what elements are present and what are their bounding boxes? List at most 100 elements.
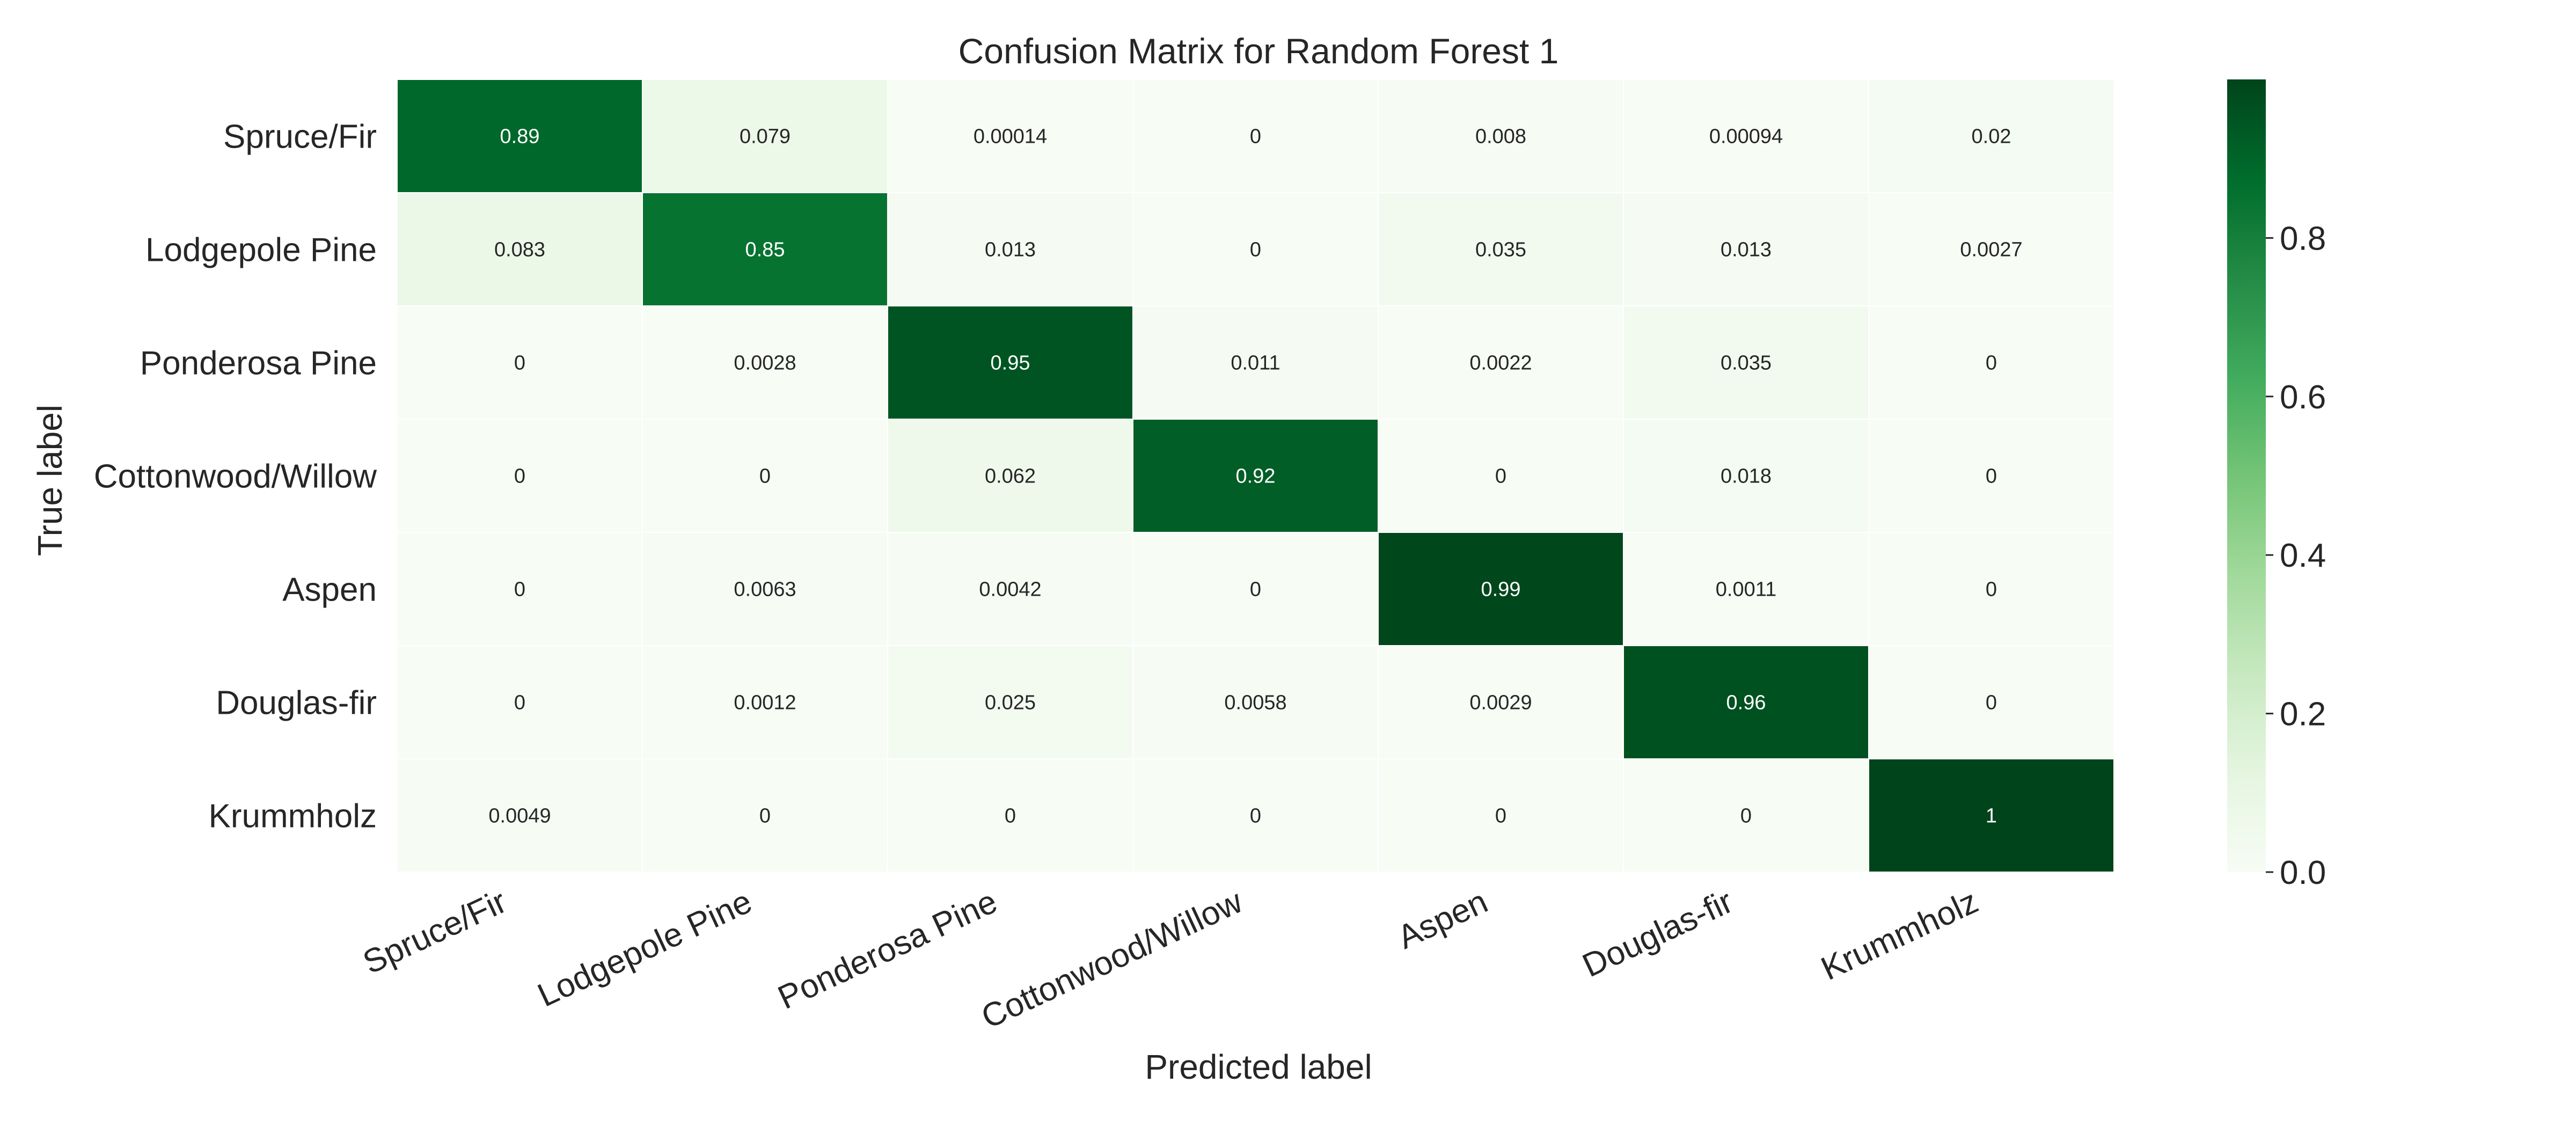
row-tick-label: Aspen bbox=[282, 572, 377, 609]
row-tick-labels: Spruce/Fir Lodgepole Pine Ponderosa Pine Co… bbox=[94, 119, 377, 835]
heatmap-cell bbox=[1132, 645, 1379, 759]
heatmap-cell bbox=[1623, 758, 1869, 873]
cell-value-label: 0.025 bbox=[985, 692, 1036, 714]
cell-value-label: 0 bbox=[1740, 805, 1752, 828]
row-tick-label: Krummholz bbox=[208, 798, 377, 835]
row-tick-label: Spruce/Fir bbox=[223, 119, 377, 156]
cell-value-label: 0 bbox=[514, 465, 525, 488]
heatmap-cell bbox=[1378, 192, 1624, 306]
cell-value-label: 0.062 bbox=[985, 465, 1036, 488]
cell-value-label: 0.95 bbox=[991, 352, 1030, 375]
row-tick-label: Ponderosa Pine bbox=[140, 345, 377, 382]
heatmap-cell bbox=[1868, 645, 2114, 759]
heatmap-cell bbox=[887, 532, 1133, 646]
cell-value-label: 0.013 bbox=[1721, 239, 1772, 261]
heatmap-cell bbox=[397, 419, 643, 533]
cell-value-label: 0 bbox=[514, 352, 525, 375]
heatmap-cell bbox=[642, 305, 888, 420]
cell-value-label: 0.0049 bbox=[488, 805, 551, 828]
colorbar-gradient bbox=[2227, 79, 2266, 872]
row-tick-label: Douglas-fir bbox=[216, 685, 377, 722]
heatmap-cell bbox=[1623, 419, 1869, 533]
cell-value-label: 1 bbox=[1986, 805, 1997, 828]
cell-value-label: 0 bbox=[759, 465, 771, 488]
cell-value-label: 0 bbox=[514, 579, 525, 601]
heatmap-cell bbox=[1868, 305, 2114, 420]
cell-value-label: 0.96 bbox=[1726, 692, 1766, 714]
heatmap-cell bbox=[887, 645, 1133, 759]
colorbar-tick-label: 0.0 bbox=[2280, 854, 2326, 891]
heatmap-cell bbox=[887, 192, 1133, 306]
cell-value-label: 0.035 bbox=[1721, 352, 1772, 375]
row-tick-label: Lodgepole Pine bbox=[145, 232, 377, 269]
cell-value-label: 0.00094 bbox=[1709, 126, 1783, 148]
heatmap-cell bbox=[1132, 419, 1379, 533]
heatmap-cell bbox=[1378, 79, 1624, 193]
heatmap-cell bbox=[887, 305, 1133, 420]
cell-value-label: 0 bbox=[1986, 579, 1997, 601]
col-tick-label: Cottonwood/Willow bbox=[976, 883, 1248, 1036]
heatmap-cell bbox=[397, 305, 643, 420]
colorbar-tick-label: 0.6 bbox=[2280, 379, 2326, 416]
cell-value-label: 0 bbox=[1495, 465, 1506, 488]
cell-value-label: 0.02 bbox=[1972, 126, 2011, 148]
colorbar-tick-label: 0.8 bbox=[2280, 220, 2326, 257]
heatmap-cell bbox=[1378, 305, 1624, 420]
cell-value-label: 0.011 bbox=[1231, 352, 1280, 375]
heatmap-cell bbox=[642, 419, 888, 533]
cell-value-label: 0.0029 bbox=[1469, 692, 1532, 714]
cell-value-label: 0.083 bbox=[494, 239, 545, 261]
chart-title: Confusion Matrix for Random Forest 1 bbox=[958, 31, 1559, 71]
colorbar-tick-label: 0.2 bbox=[2280, 696, 2326, 733]
heatmap-cell bbox=[397, 758, 643, 873]
heatmap-cell bbox=[642, 645, 888, 759]
heatmap-cell bbox=[1378, 645, 1624, 759]
cell-value-label: 0.0058 bbox=[1224, 692, 1286, 714]
cell-value-label: 0.0011 bbox=[1716, 579, 1776, 601]
col-tick-labels: Spruce/Fir Lodgepole Pine Ponderosa PineCo… bbox=[357, 883, 1984, 1036]
cell-value-label: 0.0042 bbox=[979, 579, 1041, 601]
heatmap-cell bbox=[1623, 79, 1869, 193]
y-axis-title: True label bbox=[31, 405, 69, 556]
cell-value-label: 0 bbox=[1986, 465, 1997, 488]
cell-value-label: 0 bbox=[1250, 239, 1261, 261]
col-tick-label: Spruce/Fir bbox=[357, 883, 512, 981]
cell-value-label: 0.0027 bbox=[1960, 239, 2022, 261]
cell-value-label: 0.85 bbox=[745, 239, 785, 261]
cell-value-label: 0 bbox=[759, 805, 771, 828]
heatmap-cell bbox=[1623, 192, 1869, 306]
cell-value-label: 0.079 bbox=[740, 126, 791, 148]
heatmap-cell bbox=[1378, 758, 1624, 873]
heatmap-cell bbox=[397, 532, 643, 646]
colorbar-tick-label: 0.4 bbox=[2280, 537, 2326, 574]
cell-value-label: 0.018 bbox=[1721, 465, 1772, 488]
cell-value-label: 0.0012 bbox=[734, 692, 796, 714]
heatmap-cell bbox=[1132, 79, 1379, 193]
col-tick-label: Krummholz bbox=[1816, 883, 1984, 987]
cell-value-label: 0.92 bbox=[1236, 465, 1276, 488]
colorbar: 0.0 0.2 0.4 0.6 0.8 bbox=[2227, 79, 2326, 891]
cell-value-label: 0.013 bbox=[985, 239, 1036, 261]
col-tick-label: Ponderosa Pine bbox=[772, 883, 1002, 1016]
cell-value-label: 0.0022 bbox=[1469, 352, 1532, 375]
cell-value-label: 0.00014 bbox=[974, 126, 1047, 148]
heatmap-cell bbox=[397, 192, 643, 306]
heatmap-cell bbox=[397, 645, 643, 759]
cell-value-label: 0 bbox=[1495, 805, 1506, 828]
heatmap-cell bbox=[1132, 305, 1379, 420]
cell-value-label: 0.89 bbox=[500, 126, 540, 148]
x-axis-title: Predicted label bbox=[1145, 1048, 1372, 1086]
heatmap-cell bbox=[642, 79, 888, 193]
cell-value-label: 0 bbox=[1250, 126, 1261, 148]
cell-value-label: 0 bbox=[1005, 805, 1016, 828]
heatmap-cell bbox=[1868, 532, 2114, 646]
col-tick-label: Douglas-fir bbox=[1577, 883, 1739, 984]
heatmap-cell bbox=[887, 758, 1133, 873]
heatmap-cell bbox=[1132, 758, 1379, 873]
heatmap-cell bbox=[1868, 758, 2114, 873]
col-tick-label: Lodgepole Pine bbox=[532, 883, 758, 1014]
heatmap-cell bbox=[1623, 532, 1869, 646]
cell-value-label: 0.008 bbox=[1475, 126, 1526, 148]
heatmap-cell bbox=[1868, 419, 2114, 533]
